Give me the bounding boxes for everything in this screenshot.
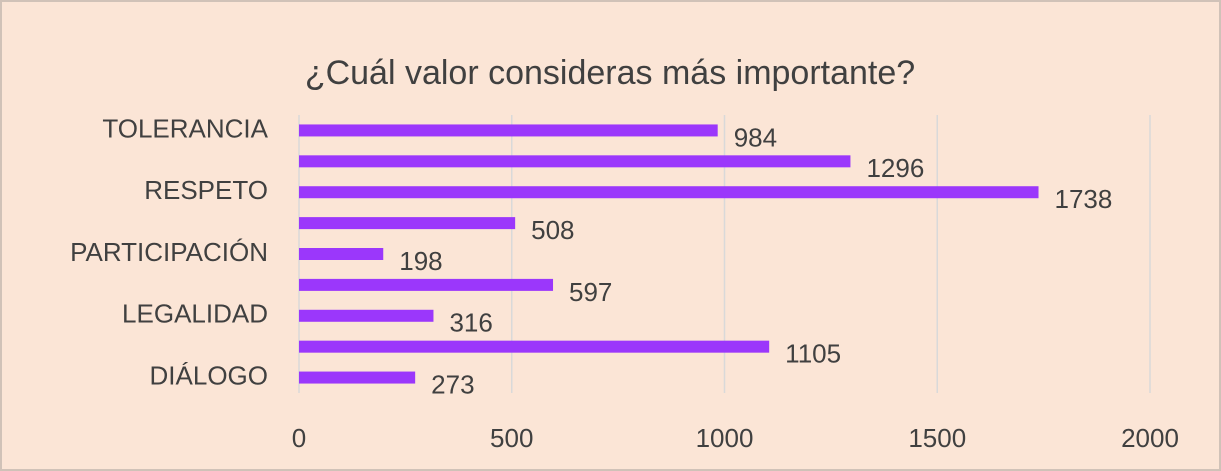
bar — [299, 186, 1039, 199]
data-label: 984 — [734, 122, 777, 152]
data-label: 273 — [431, 369, 474, 399]
x-tick-label: 500 — [490, 423, 533, 453]
bar — [299, 309, 434, 322]
y-tick-label: LEGALIDAD — [122, 299, 268, 329]
y-tick-label: TOLERANCIA — [102, 113, 268, 143]
chart-title: ¿Cuál valor consideras más importante? — [305, 54, 915, 92]
data-label: 316 — [449, 308, 492, 338]
y-tick-label: PARTICIPACIÓN — [70, 237, 268, 267]
data-label: 597 — [569, 277, 612, 307]
x-tick-label: 1000 — [696, 423, 754, 453]
bar — [299, 278, 554, 291]
data-label: 198 — [399, 246, 442, 276]
data-label: 1738 — [1055, 184, 1113, 214]
y-tick-label: DIÁLOGO — [150, 360, 268, 390]
data-label: 1296 — [866, 153, 924, 183]
x-tick-label: 2000 — [1121, 423, 1179, 453]
bar — [299, 124, 718, 137]
bar — [299, 371, 416, 384]
x-tick-label: 0 — [292, 423, 306, 453]
x-tick-label: 1500 — [908, 423, 966, 453]
bar — [299, 340, 770, 353]
bar — [299, 217, 516, 230]
data-label: 1105 — [785, 339, 841, 369]
data-label: 508 — [531, 215, 574, 245]
y-tick-label: RESPETO — [144, 175, 268, 205]
bar — [299, 248, 384, 260]
bar — [299, 155, 851, 168]
